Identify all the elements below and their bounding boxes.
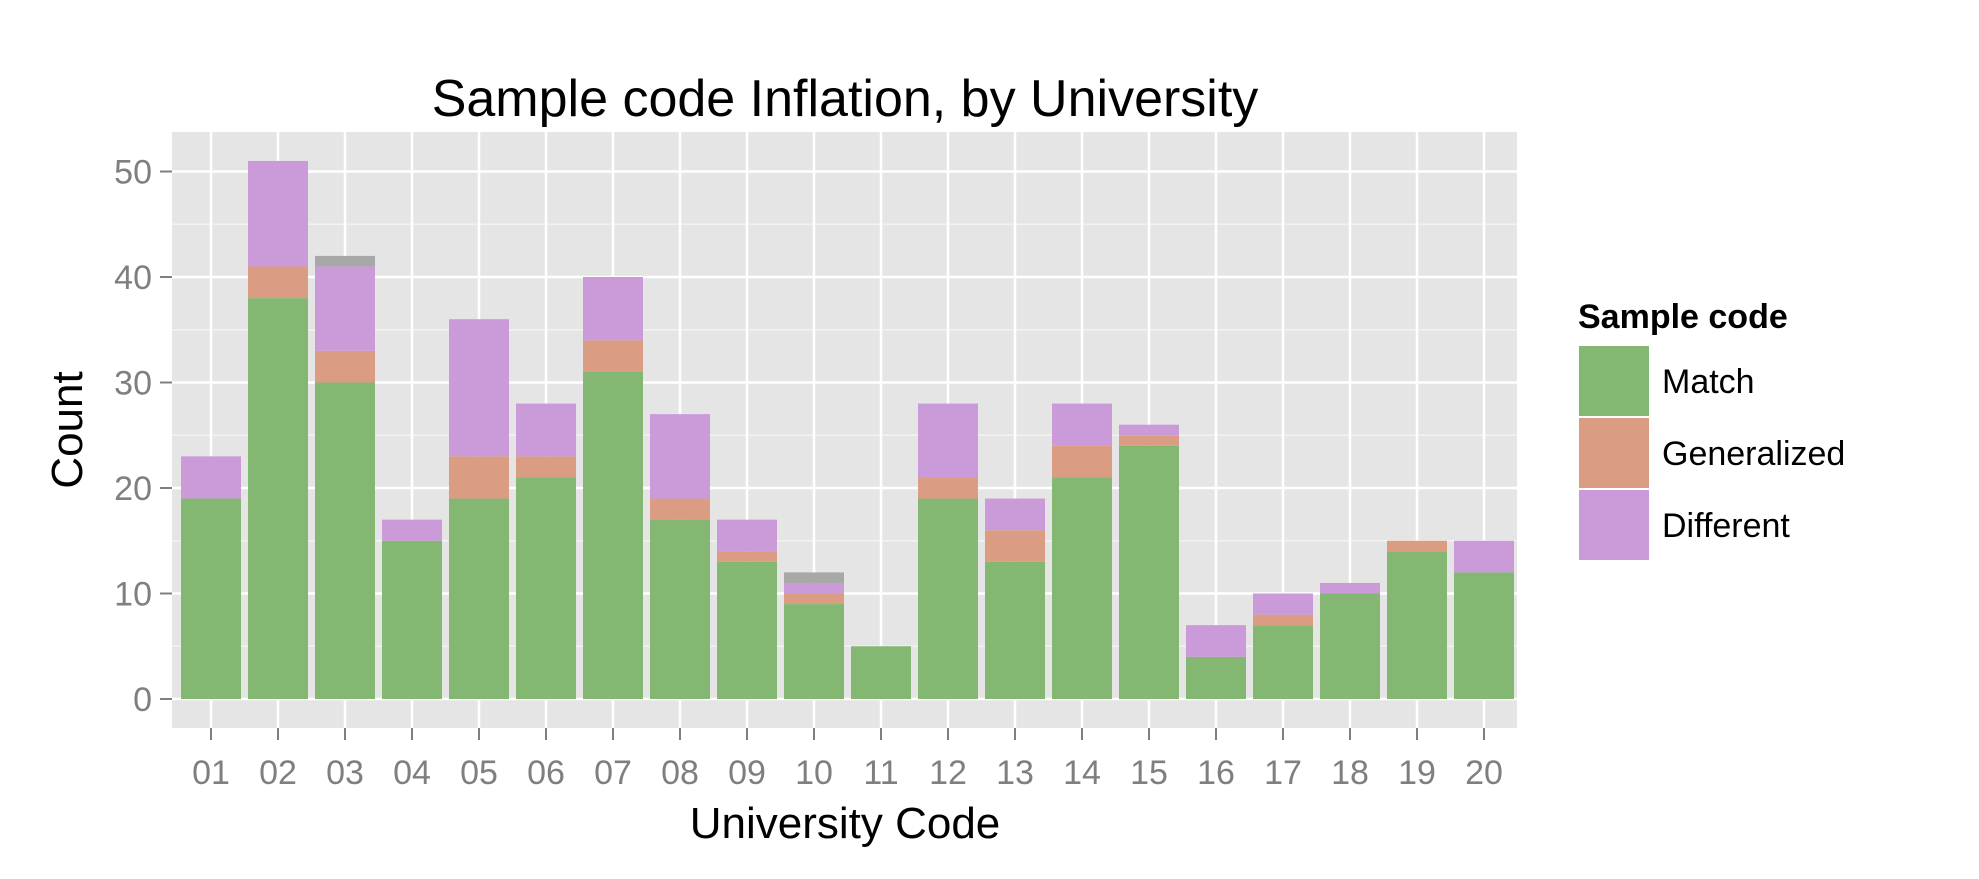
bar-01-match bbox=[181, 498, 241, 699]
y-tick-label: 30 bbox=[114, 365, 152, 403]
bar-19-generalized bbox=[1387, 540, 1447, 552]
bar-07-match bbox=[583, 371, 643, 699]
bar-15-generalized bbox=[1119, 435, 1179, 446]
x-tick-label: 14 bbox=[1063, 754, 1101, 792]
bar-03-match bbox=[315, 382, 375, 699]
bar-09-generalized bbox=[717, 551, 777, 562]
x-tick-label: 15 bbox=[1130, 754, 1168, 792]
bar-02-match bbox=[248, 298, 308, 699]
bar-15-different bbox=[1119, 424, 1179, 436]
x-tick-label: 04 bbox=[393, 754, 431, 792]
y-tick-label: 10 bbox=[114, 576, 152, 614]
bar-02-generalized bbox=[248, 266, 308, 299]
legend-key-different bbox=[1577, 488, 1651, 562]
bar-16-match bbox=[1186, 656, 1246, 699]
bar-12-match bbox=[918, 498, 978, 699]
bar-03-different bbox=[315, 266, 375, 351]
x-tick-label: 13 bbox=[996, 754, 1034, 792]
bars bbox=[181, 160, 1514, 699]
x-tick-label: 05 bbox=[460, 754, 498, 792]
x-tick-label: 07 bbox=[594, 754, 632, 792]
bar-19-match bbox=[1387, 551, 1447, 699]
bar-04-match bbox=[382, 540, 442, 699]
legend-title: Sample code bbox=[1578, 298, 1788, 336]
bar-14-match bbox=[1052, 477, 1112, 699]
x-tick-label: 17 bbox=[1264, 754, 1302, 792]
x-tick-label: 11 bbox=[863, 754, 898, 792]
x-tick-label: 02 bbox=[259, 754, 297, 792]
bar-02-different bbox=[248, 160, 308, 267]
bar-06-generalized bbox=[516, 456, 576, 478]
bar-08-different bbox=[650, 414, 710, 499]
x-tick-label: 08 bbox=[661, 754, 699, 792]
bar-07-generalized bbox=[583, 340, 643, 372]
x-axis-title: University Code bbox=[690, 799, 1001, 848]
bar-07-different bbox=[583, 277, 643, 341]
y-tick-label: 20 bbox=[114, 470, 152, 508]
legend-key-match bbox=[1577, 344, 1651, 418]
y-tick-label: 40 bbox=[114, 259, 152, 297]
bar-13-match bbox=[985, 561, 1045, 699]
y-axis-title: Count bbox=[43, 371, 92, 488]
y-tick-label: 0 bbox=[133, 681, 152, 719]
bar-14-different bbox=[1052, 403, 1112, 446]
y-axis: 0 10 20 30 40 50 bbox=[114, 154, 172, 719]
bar-12-different bbox=[918, 403, 978, 478]
bar-17-match bbox=[1253, 625, 1313, 699]
bar-17-different bbox=[1253, 593, 1313, 615]
bar-03-generalized bbox=[315, 350, 375, 383]
bar-11-match bbox=[851, 646, 911, 699]
x-tick-label: 12 bbox=[929, 754, 967, 792]
x-tick-label: 16 bbox=[1197, 754, 1235, 792]
x-tick-label: 20 bbox=[1465, 754, 1503, 792]
x-tick-label: 18 bbox=[1331, 754, 1369, 792]
bar-16-different bbox=[1186, 625, 1246, 657]
x-tick-label: 09 bbox=[728, 754, 766, 792]
bar-15-match bbox=[1119, 445, 1179, 699]
bar-05-match bbox=[449, 498, 509, 699]
legend-label-generalized: Generalized bbox=[1662, 435, 1845, 473]
bar-10-match bbox=[784, 604, 844, 699]
bar-10-other bbox=[784, 572, 844, 583]
bar-13-generalized bbox=[985, 530, 1045, 562]
bar-04-different bbox=[382, 519, 442, 541]
x-tick-label: 01 bbox=[192, 754, 230, 792]
bar-17-generalized bbox=[1253, 614, 1313, 626]
x-tick-label: 03 bbox=[326, 754, 364, 792]
bar-18-match bbox=[1320, 593, 1380, 699]
legend-key-generalized bbox=[1577, 416, 1651, 490]
bar-05-generalized bbox=[449, 456, 509, 499]
bar-13-different bbox=[985, 498, 1045, 531]
bar-06-match bbox=[516, 477, 576, 699]
bar-20-match bbox=[1454, 572, 1514, 699]
bar-03-other bbox=[315, 255, 375, 267]
bar-08-match bbox=[650, 519, 710, 699]
legend: Sample code Match Generalized Different bbox=[1577, 298, 1845, 562]
bar-18-different bbox=[1320, 582, 1380, 594]
bar-14-generalized bbox=[1052, 445, 1112, 478]
bar-06-different bbox=[516, 403, 576, 457]
bar-09-different bbox=[717, 519, 777, 552]
bar-20-different bbox=[1454, 540, 1514, 573]
chart-title: Sample code Inflation, by University bbox=[432, 70, 1259, 128]
bar-10-different bbox=[784, 582, 844, 594]
bar-08-generalized bbox=[650, 498, 710, 520]
y-tick-label: 50 bbox=[114, 154, 152, 192]
legend-label-match: Match bbox=[1662, 363, 1755, 401]
bar-09-match bbox=[717, 561, 777, 699]
x-tick-label: 19 bbox=[1398, 754, 1436, 792]
legend-label-different: Different bbox=[1662, 507, 1790, 545]
bar-05-different bbox=[449, 319, 509, 457]
bar-12-generalized bbox=[918, 477, 978, 499]
bar-10-generalized bbox=[784, 593, 844, 605]
bar-01-different bbox=[181, 456, 241, 499]
x-tick-label: 06 bbox=[527, 754, 565, 792]
x-tick-label: 10 bbox=[795, 754, 833, 792]
x-axis: 01 02 03 04 05 06 07 08 09 10 11 12 13 14 15 16 17 18 19 20 bbox=[192, 728, 1503, 792]
